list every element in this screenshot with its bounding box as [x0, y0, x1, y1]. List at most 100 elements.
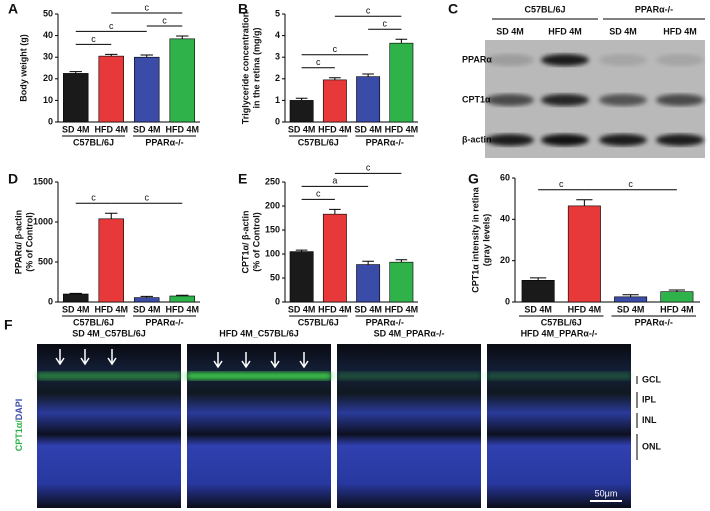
group-label: PPARα-/-	[145, 317, 183, 327]
micrograph	[337, 344, 481, 508]
layer-label: INL	[642, 415, 657, 425]
error-bar	[295, 97, 308, 101]
y-tick-label: 1000	[33, 216, 53, 226]
bar	[322, 213, 347, 303]
y-tick-label: 1	[275, 95, 280, 105]
bar	[98, 55, 124, 123]
y-tick-label: 30	[43, 52, 53, 62]
bar	[289, 100, 314, 123]
blot-group: C57BL/6J	[524, 4, 565, 14]
blot-band	[541, 54, 589, 66]
group-label: PPARα-/-	[145, 137, 183, 147]
y-axis-label: PPARα/ β-actin	[13, 210, 23, 274]
error-bar	[329, 208, 341, 215]
group-label: PPARα-/-	[366, 317, 404, 327]
panel-label: G	[468, 171, 479, 187]
bar	[63, 73, 89, 123]
y-tick-label: 0	[48, 116, 53, 126]
blot-band	[486, 54, 534, 66]
x-tick-label: HFD 4M	[95, 304, 129, 314]
micrograph	[37, 344, 181, 508]
group-label: PPARα-/-	[635, 317, 673, 327]
error-bar	[176, 294, 189, 296]
significance-label: c	[145, 193, 150, 203]
x-tick-label: HFD 4M	[166, 124, 200, 134]
stain-name: DAPI	[14, 399, 24, 421]
significance-label: c	[316, 57, 321, 67]
cpt1a-signal	[337, 372, 481, 380]
y-tick-label: 100	[265, 248, 280, 258]
bar	[134, 297, 160, 303]
error-bar	[140, 54, 153, 58]
y-tick-label: 2	[275, 73, 280, 83]
x-tick-label: HFD 4M	[660, 304, 694, 314]
bar	[169, 38, 195, 123]
y-axis-label: CPT1α/ β-actin	[240, 210, 250, 273]
error-bar	[362, 73, 374, 77]
bar	[614, 296, 648, 303]
bar	[389, 42, 414, 123]
group-label: C57BL/6J	[541, 317, 582, 327]
group-label: PPARα-/-	[366, 137, 404, 147]
y-tick-label: 0	[505, 296, 510, 306]
layer-label: IPL	[642, 394, 657, 404]
y-tick-label: 20	[43, 73, 53, 83]
micrograph-title: HFD 4M_C57BL/6J	[219, 328, 299, 338]
lane-label: SD 4M	[609, 26, 637, 36]
group-label: C57BL/6J	[73, 137, 114, 147]
error-bar	[105, 212, 118, 219]
panel-label: F	[4, 317, 13, 333]
y-tick-label: 1500	[33, 176, 53, 186]
error-bar	[576, 199, 593, 206]
blot-band	[656, 134, 704, 146]
arrow	[55, 349, 65, 366]
y-tick-label: 5	[275, 8, 280, 18]
y-tick-label: 50	[43, 8, 53, 18]
significance-label: c	[366, 163, 371, 173]
cpt1a-signal	[37, 372, 181, 380]
y-axis-label: CPT1α intensity in retina	[470, 186, 480, 293]
error-bar	[176, 35, 189, 39]
row-label: PPARα	[462, 54, 492, 64]
significance-label: c	[628, 179, 633, 189]
blot-band	[486, 94, 534, 106]
group-label: C57BL/6J	[298, 317, 339, 327]
bar	[660, 291, 694, 303]
y-tick-label: 500	[38, 256, 53, 266]
arrow	[241, 352, 251, 369]
x-tick-label: HFD 4M	[318, 304, 352, 314]
group-label: C57BL/6J	[73, 317, 114, 327]
layer-label: ONL	[642, 441, 662, 451]
error-bar	[395, 38, 408, 44]
x-tick-label: HFD 4M	[318, 124, 352, 134]
y-axis-label: (% of Control)	[251, 212, 261, 271]
panel-label: A	[8, 1, 18, 17]
x-tick-label: SD 4M	[524, 304, 552, 314]
lane-label: HFD 4M	[663, 26, 697, 36]
y-tick-label: 40	[500, 214, 510, 224]
micrograph	[487, 344, 631, 508]
arrow	[213, 352, 223, 369]
micrograph-title: SD 4M_C57BL/6J	[72, 328, 146, 338]
bar	[356, 264, 381, 303]
error-bar	[362, 260, 374, 265]
x-tick-label: SD 4M	[288, 304, 316, 314]
blot-band	[541, 134, 589, 146]
significance-label: c	[559, 179, 564, 189]
x-tick-label: SD 4M	[354, 124, 382, 134]
bar	[169, 295, 195, 303]
y-axis-label: Body weight (g)	[18, 34, 28, 102]
y-tick-label: 50	[270, 272, 280, 282]
error-bar	[69, 292, 82, 294]
x-tick-label: SD 4M	[62, 304, 90, 314]
significance-label: c	[91, 193, 96, 203]
error-bar	[622, 294, 639, 297]
blot-group: PPARα-/-	[635, 4, 673, 14]
x-tick-label: HFD 4M	[166, 304, 200, 314]
arrow	[299, 352, 309, 369]
y-tick-label: 40	[43, 30, 53, 40]
x-tick-label: SD 4M	[617, 304, 645, 314]
blot-band	[599, 94, 647, 106]
y-tick-label: 250	[265, 176, 280, 186]
